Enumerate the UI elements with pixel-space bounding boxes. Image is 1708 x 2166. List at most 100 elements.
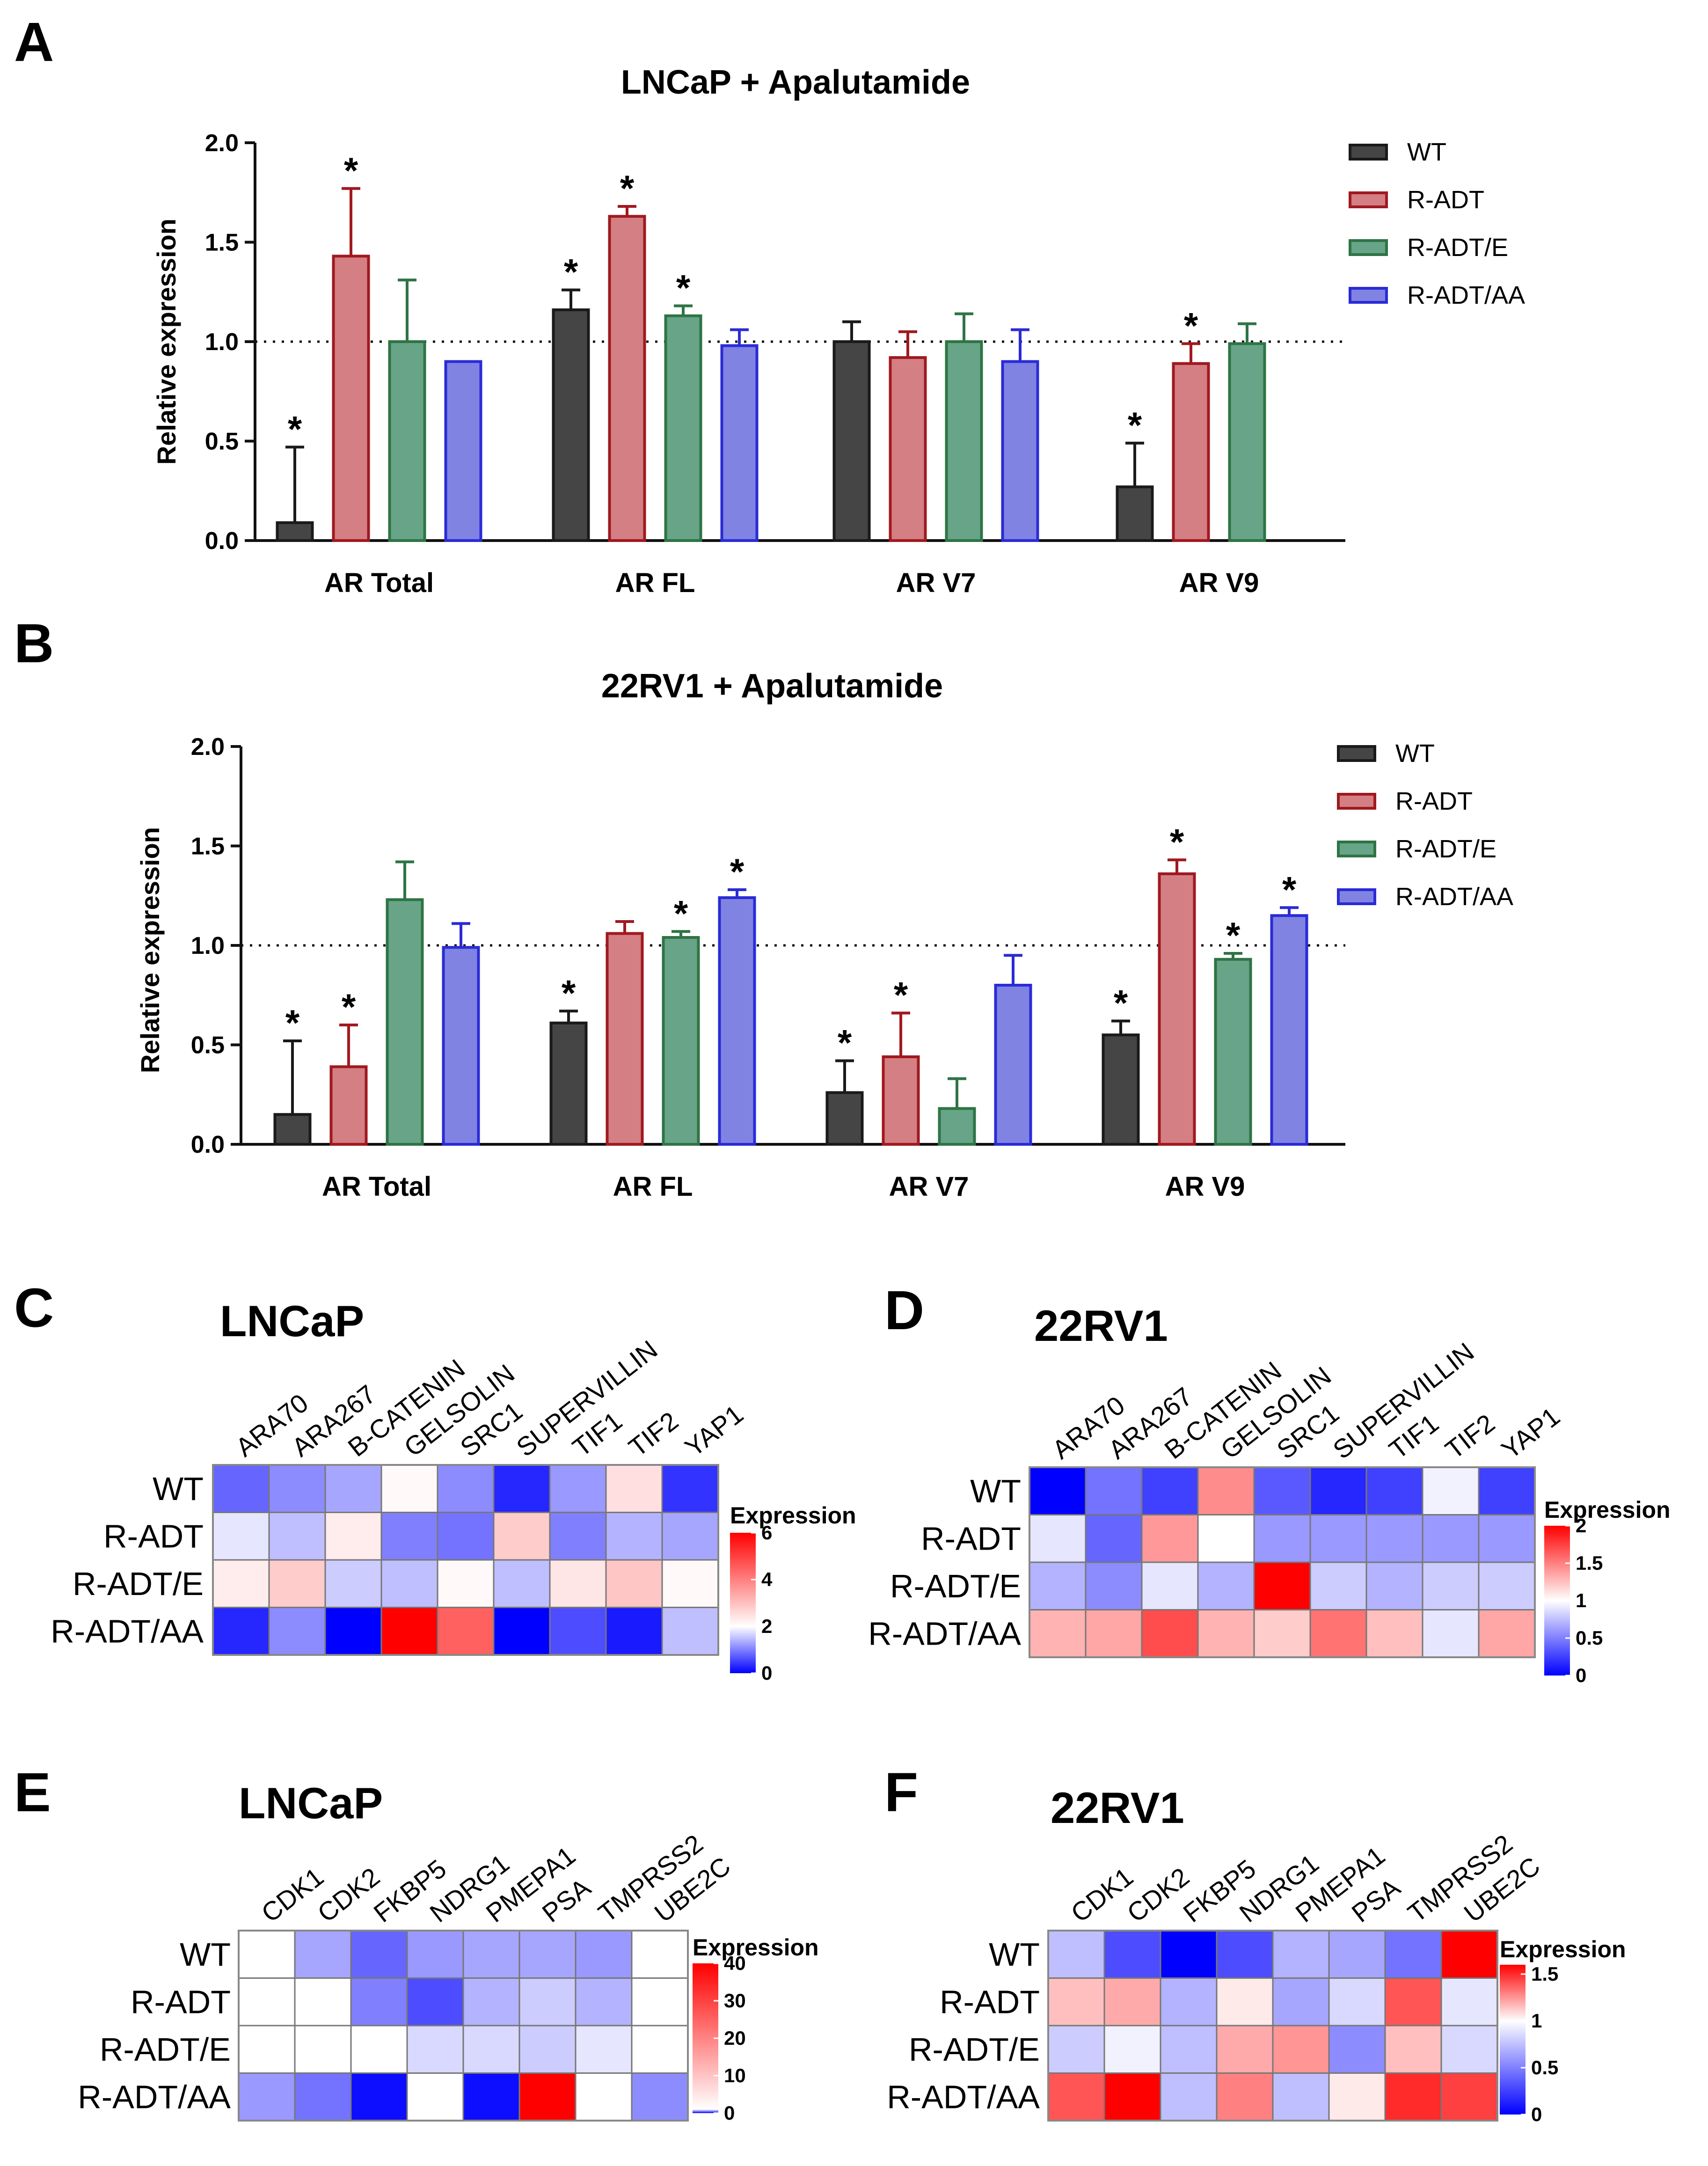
heatmap-column-label: CDK2 (312, 1862, 386, 1928)
heatmap-cell (437, 1464, 495, 1513)
heatmap-cell (1365, 1609, 1423, 1658)
bar (606, 932, 644, 1146)
colorbar-tick-label: 20 (724, 2027, 746, 2049)
heatmap-cell (212, 1559, 270, 1608)
heatmap-cell (406, 1930, 464, 1979)
significance-star: * (562, 972, 576, 1013)
heatmap-panel-e: E LNCaPCDK1CDK2FKBP5NDRG1PMEPA1PSATMPRSS2… (14, 1762, 819, 2124)
heatmap-cell (437, 1559, 495, 1608)
heatmap-cell (294, 1930, 352, 1979)
heatmap-cell (661, 1464, 719, 1513)
colorbar-tick-label: 1 (1531, 2010, 1542, 2032)
heatmap-cell (1422, 1561, 1480, 1610)
heatmap-cell (1365, 1514, 1423, 1563)
heatmap-row-label: R-ADT/AA (887, 2078, 1040, 2115)
heatmap-cell (380, 1464, 438, 1513)
heatmap-row-label: R-ADT (940, 1983, 1040, 2020)
heatmap-cell (437, 1607, 495, 1656)
heatmap-cell (549, 1607, 607, 1656)
colorbar-tick-label: 0 (761, 1662, 772, 1684)
bar (388, 340, 426, 542)
heatmap-cell (1029, 1609, 1087, 1658)
significance-star: * (344, 150, 358, 191)
significance-star: * (564, 251, 578, 293)
bar (662, 936, 700, 1146)
heatmap-cell (350, 2025, 408, 2074)
heatmap-cell (518, 1930, 577, 1979)
heatmap-column-label: TIF2 (1440, 1408, 1501, 1465)
heatmap-frame (1047, 1930, 1498, 2122)
heatmap-cell (605, 1559, 663, 1608)
significance-star: * (894, 974, 908, 1016)
heatmap-title: LNCaP (220, 1296, 364, 1346)
heatmap-panel-d: D 22RV1ARA70ARA267B-CATENINGELSOLINSRC1SU… (868, 1280, 1670, 1686)
y-axis-label: Relative expression (152, 219, 181, 465)
heatmap-cell (549, 1559, 607, 1608)
heatmap-cell (1309, 1466, 1367, 1515)
heatmap-cell (1103, 2072, 1161, 2122)
x-tick-label: AR V7 (889, 1171, 969, 1202)
heatmap-cell (268, 1464, 326, 1513)
heatmap-cell (518, 1977, 577, 2027)
heatmap-cell (1216, 2025, 1274, 2074)
legend-swatch (1349, 239, 1388, 256)
heatmap-cell (406, 1977, 464, 2027)
bar (945, 340, 983, 542)
bar (1158, 872, 1196, 1146)
bar (882, 1055, 920, 1146)
bar (994, 984, 1032, 1146)
heatmap-cell (380, 1607, 438, 1656)
heatmap-cell (575, 1977, 633, 2027)
colorbar-tick-label: 2 (1576, 1515, 1586, 1537)
heatmap-cell (631, 2072, 689, 2122)
significance-star: * (1184, 305, 1198, 346)
heatmap-cell (575, 2072, 633, 2122)
heatmap-frame (1029, 1466, 1536, 1658)
y-tick-label: 2.0 (191, 733, 225, 761)
bar (444, 360, 482, 542)
legend-label: R-ADT (1407, 186, 1484, 214)
colorbar-tick-label: 0.5 (1576, 1627, 1603, 1649)
heatmap-cell (1029, 1466, 1087, 1515)
heatmap-cell (1047, 1977, 1105, 2027)
panel-label: D (884, 1280, 924, 1341)
heatmap-cell (1085, 1561, 1143, 1610)
heatmap-column-label: TIF2 (623, 1406, 684, 1463)
bar (332, 255, 370, 542)
bar (1270, 914, 1308, 1146)
x-tick-label: AR V7 (896, 568, 976, 598)
heatmap-cell (605, 1464, 663, 1513)
heatmap-cell (462, 2072, 520, 2122)
legend-label: WT (1407, 138, 1446, 166)
bar (832, 340, 871, 542)
colorbar-tick-label: 0 (724, 2102, 735, 2124)
bar (329, 1065, 368, 1146)
bar-chart-panel-a: A LNCaP + Apalutamide 0.0 0.5 1.0 1.5 2.0 Relat… (14, 11, 1525, 598)
heatmap-row-label: R-ADT/E (100, 2031, 231, 2068)
panel-label: E (14, 1762, 51, 1823)
heatmap-frame (212, 1464, 719, 1656)
legend-label: R-ADT (1395, 787, 1473, 815)
heatmap-cell (1422, 1514, 1480, 1563)
x-tick-label: AR Total (322, 1171, 431, 1202)
legend-swatch (1349, 287, 1388, 304)
significance-star: * (342, 986, 356, 1027)
heatmap-title: 22RV1 (1051, 1783, 1184, 1832)
heatmap-cell (1478, 1514, 1536, 1563)
bar (1116, 485, 1154, 542)
colorbar-tick-label: 2 (761, 1615, 772, 1637)
heatmap-cell (493, 1512, 551, 1561)
heatmap-cell (1478, 1466, 1536, 1515)
significance-star: * (676, 267, 691, 308)
heatmap-cell (1141, 1609, 1199, 1658)
heatmap-cell (1272, 1977, 1330, 2027)
y-axis-label: Relative expression (135, 827, 165, 1073)
significance-star: * (1226, 915, 1241, 956)
heatmap-cell (350, 2072, 408, 2122)
heatmap-cell (238, 2025, 296, 2074)
heatmap-cell (462, 2025, 520, 2074)
bar (273, 1113, 312, 1146)
heatmap-column-label: CDK1 (1066, 1862, 1139, 1928)
colorbar-tick-label: 0.5 (1531, 2056, 1558, 2078)
heatmap-cell (1384, 1977, 1442, 2027)
